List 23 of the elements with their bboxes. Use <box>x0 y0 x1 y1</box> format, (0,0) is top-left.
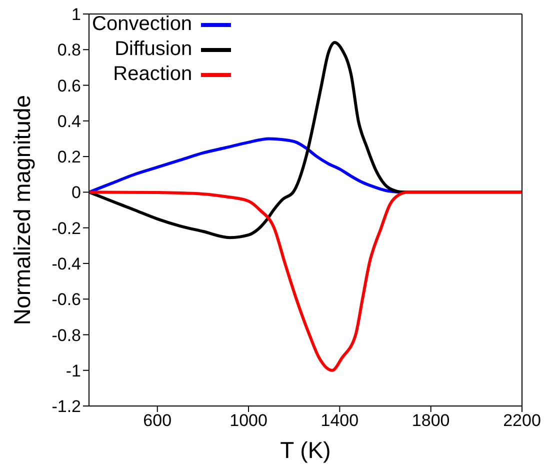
legend-label: Diffusion <box>114 37 192 62</box>
x-tick-label: 1400 <box>320 411 359 430</box>
y-tick-label: 1 <box>72 5 81 24</box>
y-tick-label: 0 <box>72 183 81 202</box>
legend-label: Reaction <box>113 62 192 87</box>
x-tick-label: 1800 <box>412 411 450 430</box>
y-tick-label: 0.4 <box>57 112 81 131</box>
y-tick-label: -0.2 <box>52 218 81 238</box>
y-tick-label: -0.6 <box>52 290 81 310</box>
y-tick-label: -1.2 <box>52 397 81 416</box>
x-tick-label: 2200 <box>503 411 541 430</box>
x-tick-label: 1000 <box>230 411 268 430</box>
y-tick-label: -0.4 <box>52 254 81 274</box>
y-tick-label: -1 <box>66 361 81 380</box>
y-tick-label: 0.6 <box>57 76 81 96</box>
x-tick-label: 600 <box>143 411 172 430</box>
y-tick-label: 0.2 <box>57 148 81 167</box>
y-tick-label: 0.8 <box>57 40 81 60</box>
y-axis-title: Normalized magnitude <box>9 94 36 326</box>
legend-label: Convection <box>92 12 192 37</box>
x-axis-title: T (K) <box>280 437 331 463</box>
line-series <box>89 190 522 372</box>
y-tick-label: -0.8 <box>52 326 81 345</box>
